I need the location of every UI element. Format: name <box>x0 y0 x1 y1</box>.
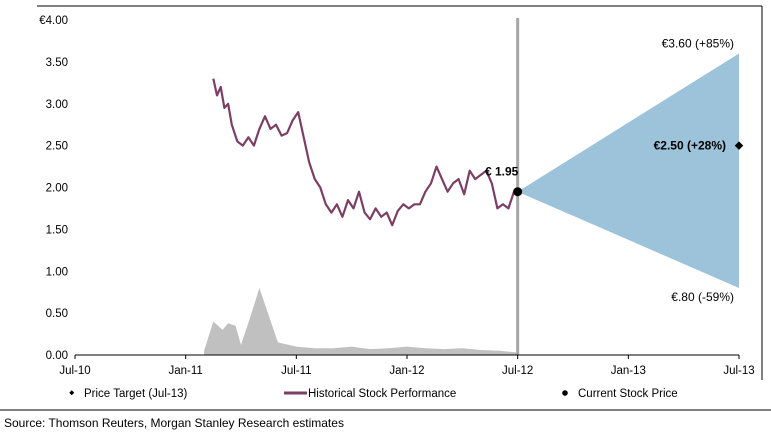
y-tick-label: €4.00 <box>39 15 68 27</box>
x-tick-label: Jul-12 <box>502 365 533 377</box>
y-tick-label: 3.50 <box>46 57 68 69</box>
volume-area <box>204 288 518 355</box>
x-tick-label: Jan-11 <box>169 365 203 377</box>
x-tick-label: Jan-12 <box>389 365 424 377</box>
source-note: Source: Thomson Reuters, Morgan Stanley … <box>4 416 344 430</box>
bear-target-label: €.80 (-59%) <box>671 290 734 304</box>
legend-label-price-target: Price Target (Jul-13) <box>84 388 187 400</box>
y-tick-label: 1.00 <box>46 266 68 278</box>
x-tick-label: Jul-11 <box>281 365 311 377</box>
x-tick-label: Jan-13 <box>611 365 646 377</box>
legend: Price Target (Jul-13) Historical Stock P… <box>69 388 678 400</box>
historical-series <box>212 78 518 227</box>
legend-label-current-price: Current Stock Price <box>578 388 678 400</box>
price-target-cone <box>517 53 739 288</box>
base-target-label: €2.50 (+28%) <box>654 139 726 153</box>
current-price-label: € 1.95 <box>485 165 519 179</box>
legend-item-current-price: Current Stock Price <box>562 388 678 400</box>
cone-shape <box>517 53 739 288</box>
y-tick-label: 3.00 <box>46 99 68 111</box>
volume-fill <box>204 288 518 355</box>
y-tick-label: 2.00 <box>46 183 68 195</box>
legend-circle-marker <box>562 390 568 396</box>
y-tick-label: 1.50 <box>46 224 68 236</box>
x-tick-label: Jul-10 <box>59 365 90 377</box>
x-axis-ticks: Jul-10 Jan-11 Jul-11 Jan-12 Jul-12 Jan-13 Jul-… <box>59 355 755 377</box>
current-price-marker <box>513 187 523 197</box>
y-tick-label: 0.00 <box>46 350 68 362</box>
legend-item-historical: Historical Stock Performance <box>284 388 456 400</box>
legend-diamond-marker <box>69 390 75 396</box>
y-tick-label: 0.50 <box>46 308 68 320</box>
bull-target-label: €3.60 (+85%) <box>662 37 734 51</box>
markers: € 1.95 €2.50 (+28%) €3.60 (+85%) €.80 (-59%… <box>485 37 744 304</box>
legend-label-historical: Historical Stock Performance <box>308 388 456 400</box>
historical-line <box>212 78 518 227</box>
plot-frame <box>0 5 771 411</box>
y-axis-ticks: €4.00 3.50 3.00 2.50 2.00 1.50 1.00 0.50 0.00 <box>39 15 68 362</box>
legend-item-price-target: Price Target (Jul-13) <box>69 388 187 400</box>
y-tick-label: 2.50 <box>46 141 68 153</box>
x-tick-label: Jul-13 <box>723 365 754 377</box>
